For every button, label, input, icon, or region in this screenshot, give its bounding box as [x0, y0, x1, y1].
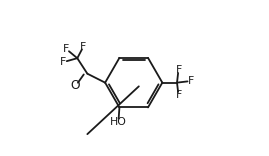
Text: F: F	[80, 42, 87, 52]
Text: F: F	[188, 76, 194, 86]
Text: F: F	[175, 90, 182, 100]
Text: O: O	[71, 79, 80, 92]
Text: F: F	[175, 65, 182, 75]
Text: F: F	[63, 44, 69, 54]
Text: HO: HO	[110, 117, 127, 127]
Text: F: F	[60, 57, 66, 67]
